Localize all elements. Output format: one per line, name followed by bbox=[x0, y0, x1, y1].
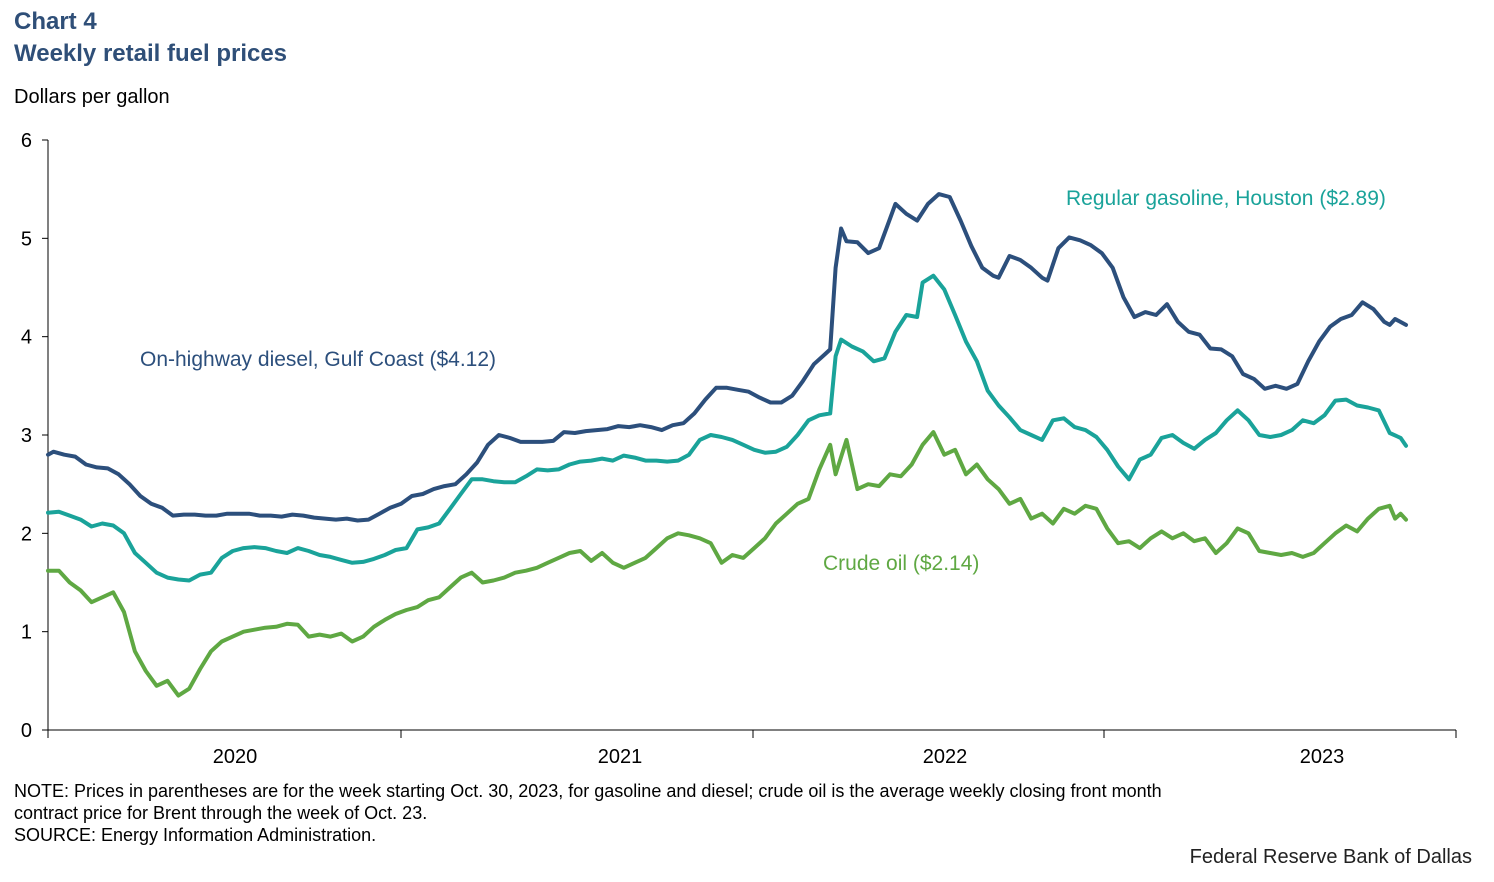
series-line-crude bbox=[46, 430, 1408, 698]
chart-title: Weekly retail fuel prices bbox=[14, 40, 288, 67]
chart-note: NOTE: Prices in parentheses are for the … bbox=[14, 780, 1434, 846]
series-labels: On-highway diesel, Gulf Coast ($4.12) Reg… bbox=[140, 187, 1386, 575]
chart-axes: 0 1 2 3 4 5 6 2020 2021 2022 2023 bbox=[21, 130, 1457, 768]
y-tick-label: 6 bbox=[21, 130, 32, 152]
chart-number: Chart 4 bbox=[14, 8, 97, 35]
note-line-1: NOTE: Prices in parentheses are for the … bbox=[14, 781, 1162, 801]
y-tick-label: 1 bbox=[21, 622, 32, 644]
source-line: SOURCE: Energy Information Administratio… bbox=[14, 825, 377, 845]
x-tick-label: 2023 bbox=[1300, 746, 1345, 768]
series-line-diesel bbox=[46, 192, 1408, 523]
y-tick-label: 3 bbox=[21, 425, 32, 447]
series-line-gasoline bbox=[46, 273, 1408, 583]
y-tick-label: 2 bbox=[21, 523, 32, 545]
y-axis-unit-label: Dollars per gallon bbox=[14, 86, 170, 108]
publisher-credit: Federal Reserve Bank of Dallas bbox=[1189, 846, 1472, 868]
x-tick-label: 2022 bbox=[923, 746, 968, 768]
x-tick-label: 2021 bbox=[598, 746, 643, 768]
y-tick-label: 0 bbox=[21, 720, 32, 742]
x-tick-label: 2020 bbox=[213, 746, 258, 768]
series-label-crude: Crude oil ($2.14) bbox=[823, 552, 979, 575]
series-layer bbox=[46, 192, 1408, 698]
note-line-2: contract price for Brent through the wee… bbox=[14, 803, 428, 823]
y-tick-label: 4 bbox=[21, 327, 32, 349]
series-label-diesel: On-highway diesel, Gulf Coast ($4.12) bbox=[140, 348, 496, 371]
series-label-gasoline: Regular gasoline, Houston ($2.89) bbox=[1066, 187, 1386, 210]
y-tick-label: 5 bbox=[21, 228, 32, 250]
